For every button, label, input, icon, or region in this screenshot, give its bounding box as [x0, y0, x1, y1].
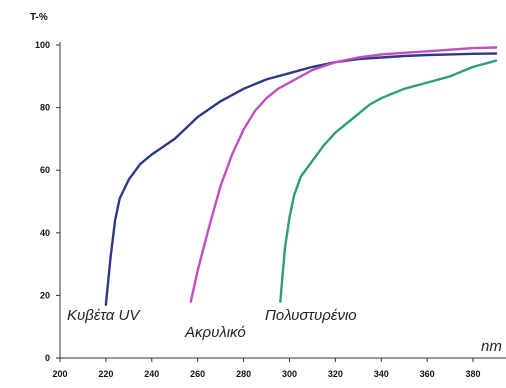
y-tick-label: 20: [40, 290, 50, 300]
series-group: [104, 46, 498, 306]
x-tick-label: 320: [328, 369, 343, 379]
series-labels: Κυβέτα UV Ακρυλικό Πολυστυρένιο: [67, 307, 357, 341]
x-tick-label: 200: [52, 369, 67, 379]
y-tick-label: 40: [40, 228, 50, 238]
y-tick-label: 100: [35, 40, 50, 50]
x-tick-label: 220: [98, 369, 113, 379]
x-axis-title: nm: [481, 338, 502, 355]
x-tick-label: 300: [282, 369, 297, 379]
series-line-1: [104, 52, 498, 306]
x-tick-label: 380: [466, 369, 481, 379]
x-tick-label: 240: [144, 369, 159, 379]
series-label-2: Ακρυλικό: [184, 324, 246, 341]
series-label-1: Κυβέτα UV: [67, 307, 141, 324]
x-tick-label: 260: [190, 369, 205, 379]
axes: 0 20 40 60 80 100 200 220 240 260 280 300 320 340 360 3…: [35, 40, 506, 379]
x-tick-label: 360: [420, 369, 435, 379]
series-label-3: Πολυστυρένιο: [265, 307, 357, 324]
y-axis-title: T-%: [30, 12, 48, 23]
x-tick-label: 340: [374, 369, 389, 379]
y-tick-label: 0: [45, 353, 50, 363]
series-line-2: [189, 46, 498, 303]
series-line-3: [279, 59, 498, 303]
y-tick-label: 60: [40, 165, 50, 175]
y-tick-label: 80: [40, 103, 50, 113]
x-tick-label: 280: [236, 369, 251, 379]
